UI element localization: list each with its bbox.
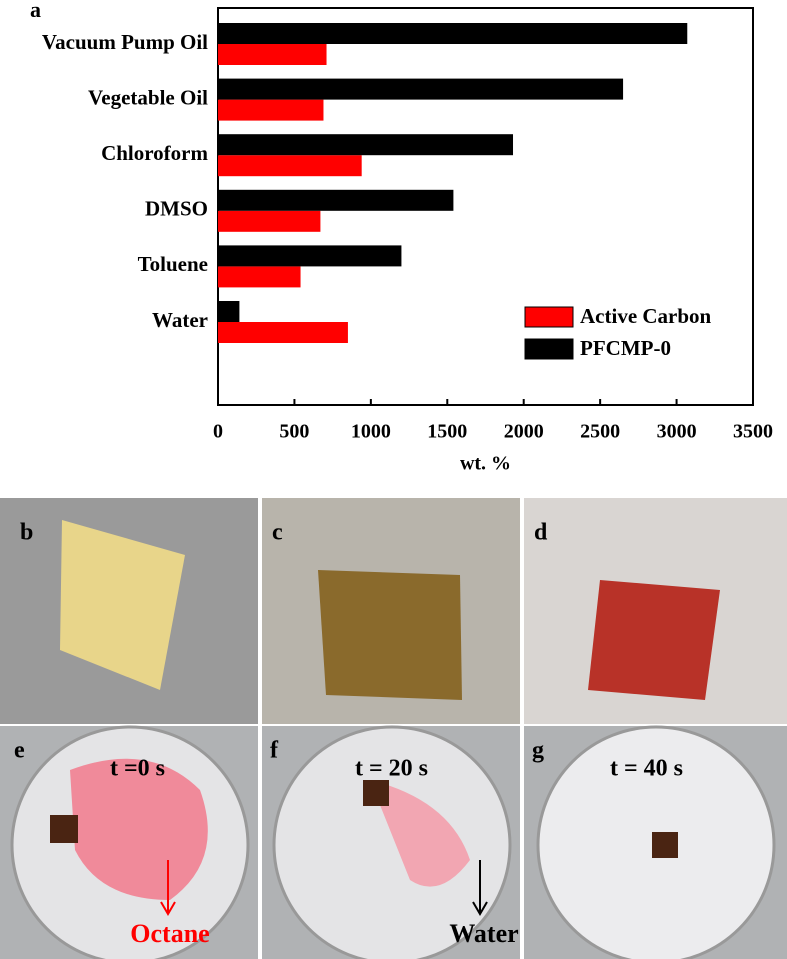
liquid-label: Water <box>449 919 518 948</box>
y-tick-label: Vegetable Oil <box>88 85 208 109</box>
x-tick-label: 2000 <box>504 421 544 443</box>
panel-label: c <box>272 520 283 546</box>
legend-label: PFCMP-0 <box>580 336 671 360</box>
bar <box>218 322 348 343</box>
panel-label: a <box>30 0 41 22</box>
x-tick-label: 1500 <box>427 421 467 443</box>
time-label: t =0 s <box>110 756 165 782</box>
y-tick-label: Chloroform <box>101 141 208 165</box>
legend-swatch <box>524 306 574 328</box>
y-tick-label: Toluene <box>138 252 208 276</box>
legend-swatch <box>524 338 574 360</box>
panel-label: b <box>20 520 33 546</box>
x-tick-label: 2500 <box>580 421 620 443</box>
y-tick-label: Water <box>152 308 208 332</box>
octane <box>370 780 470 887</box>
dish <box>272 725 512 959</box>
sponge <box>363 780 389 806</box>
bar <box>218 301 240 322</box>
arrow-head <box>160 901 176 916</box>
x-tick-label: 3000 <box>657 421 697 443</box>
x-tick-label: 1000 <box>351 421 391 443</box>
bar <box>218 155 362 177</box>
x-tick-label: 0 <box>213 421 223 443</box>
panel-label: f <box>270 738 279 764</box>
bar <box>218 266 301 288</box>
octane <box>70 758 208 900</box>
arrow-head <box>472 901 488 916</box>
x-tick-label: 3500 <box>733 421 773 443</box>
panel-label: g <box>532 738 544 764</box>
y-tick-label: Vacuum Pump Oil <box>42 30 208 54</box>
panel-label: e <box>14 738 25 764</box>
panel-label: d <box>534 520 548 546</box>
sponge <box>50 815 78 843</box>
bar <box>218 99 324 121</box>
bar <box>218 245 402 267</box>
y-tick-label: DMSO <box>145 197 208 221</box>
x-tick-label: 500 <box>279 421 309 443</box>
sponge <box>318 570 462 700</box>
bar <box>218 134 514 156</box>
sponge <box>60 520 185 690</box>
bar <box>218 210 321 232</box>
sponge <box>652 832 678 858</box>
time-label: t = 20 s <box>355 756 428 782</box>
x-axis-label: wt. % <box>460 453 511 475</box>
sponge <box>588 580 720 700</box>
bar <box>218 189 454 211</box>
legend-label: Active Carbon <box>580 304 712 328</box>
bar <box>218 44 327 65</box>
liquid-label: Octane <box>130 919 209 948</box>
bar <box>218 78 624 100</box>
time-label: t = 40 s <box>610 756 683 782</box>
photos <box>0 498 787 959</box>
bar <box>218 23 688 44</box>
